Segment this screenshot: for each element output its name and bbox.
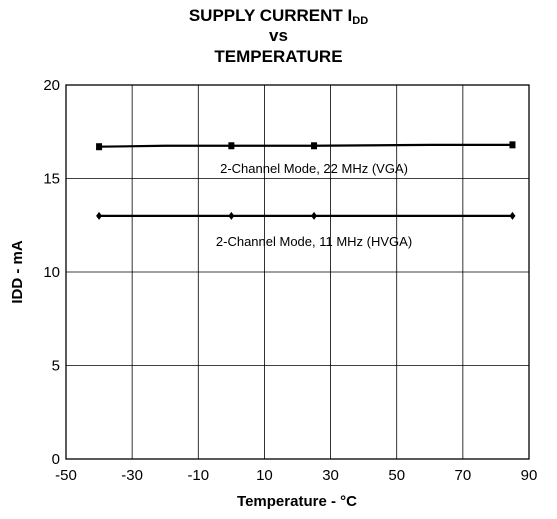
x-tick-label: 10 xyxy=(256,467,273,484)
series-2-point xyxy=(96,211,103,220)
chart-title-line3: TEMPERATURE xyxy=(214,47,343,66)
x-tick-label: 50 xyxy=(388,467,405,484)
series-1-point xyxy=(96,143,103,151)
plot-frame xyxy=(65,84,530,460)
x-tick-label: -50 xyxy=(55,467,77,484)
tick-labels: -50 -30 -10 10 30 50 70 90 0 5 10 15 20 xyxy=(43,77,537,484)
x-tick-label: 90 xyxy=(521,467,538,484)
y-tick-label: 10 xyxy=(43,264,60,281)
chart-title-line1: SUPPLY CURRENT IDD xyxy=(188,6,369,27)
series-1-point xyxy=(311,142,318,150)
y-tick-label: 15 xyxy=(43,171,60,188)
y-axis-label: IDD - mA xyxy=(9,240,26,304)
series-annotation-1: 2-Channel Mode, 22 MHz (VGA) xyxy=(220,161,408,176)
series-2-point xyxy=(228,211,235,220)
x-axis-label: Temperature - °C xyxy=(237,493,357,510)
chart-title-subscript: DD xyxy=(352,15,369,27)
y-tick-label: 20 xyxy=(43,77,60,94)
y-tick-label: 5 xyxy=(52,358,60,375)
series-2-point xyxy=(509,211,516,220)
x-tick-label: -10 xyxy=(187,467,209,484)
series-2-point xyxy=(311,211,318,220)
series-1-point xyxy=(228,142,235,150)
series-line-1 xyxy=(99,143,513,148)
y-tick-label: 0 xyxy=(52,451,60,468)
series-annotation-2: 2-Channel Mode, 11 MHz (HVGA) xyxy=(216,234,412,249)
chart-title-line2: vs xyxy=(269,26,288,45)
x-tick-label: -30 xyxy=(121,467,143,484)
x-tick-label: 30 xyxy=(322,467,339,484)
annotation-layer: 2-Channel Mode, 22 MHz (VGA) 2-Channel Mo… xyxy=(216,161,412,249)
series-layer xyxy=(96,141,516,220)
series-1-point xyxy=(509,141,516,149)
x-tick-label: 70 xyxy=(455,467,472,484)
